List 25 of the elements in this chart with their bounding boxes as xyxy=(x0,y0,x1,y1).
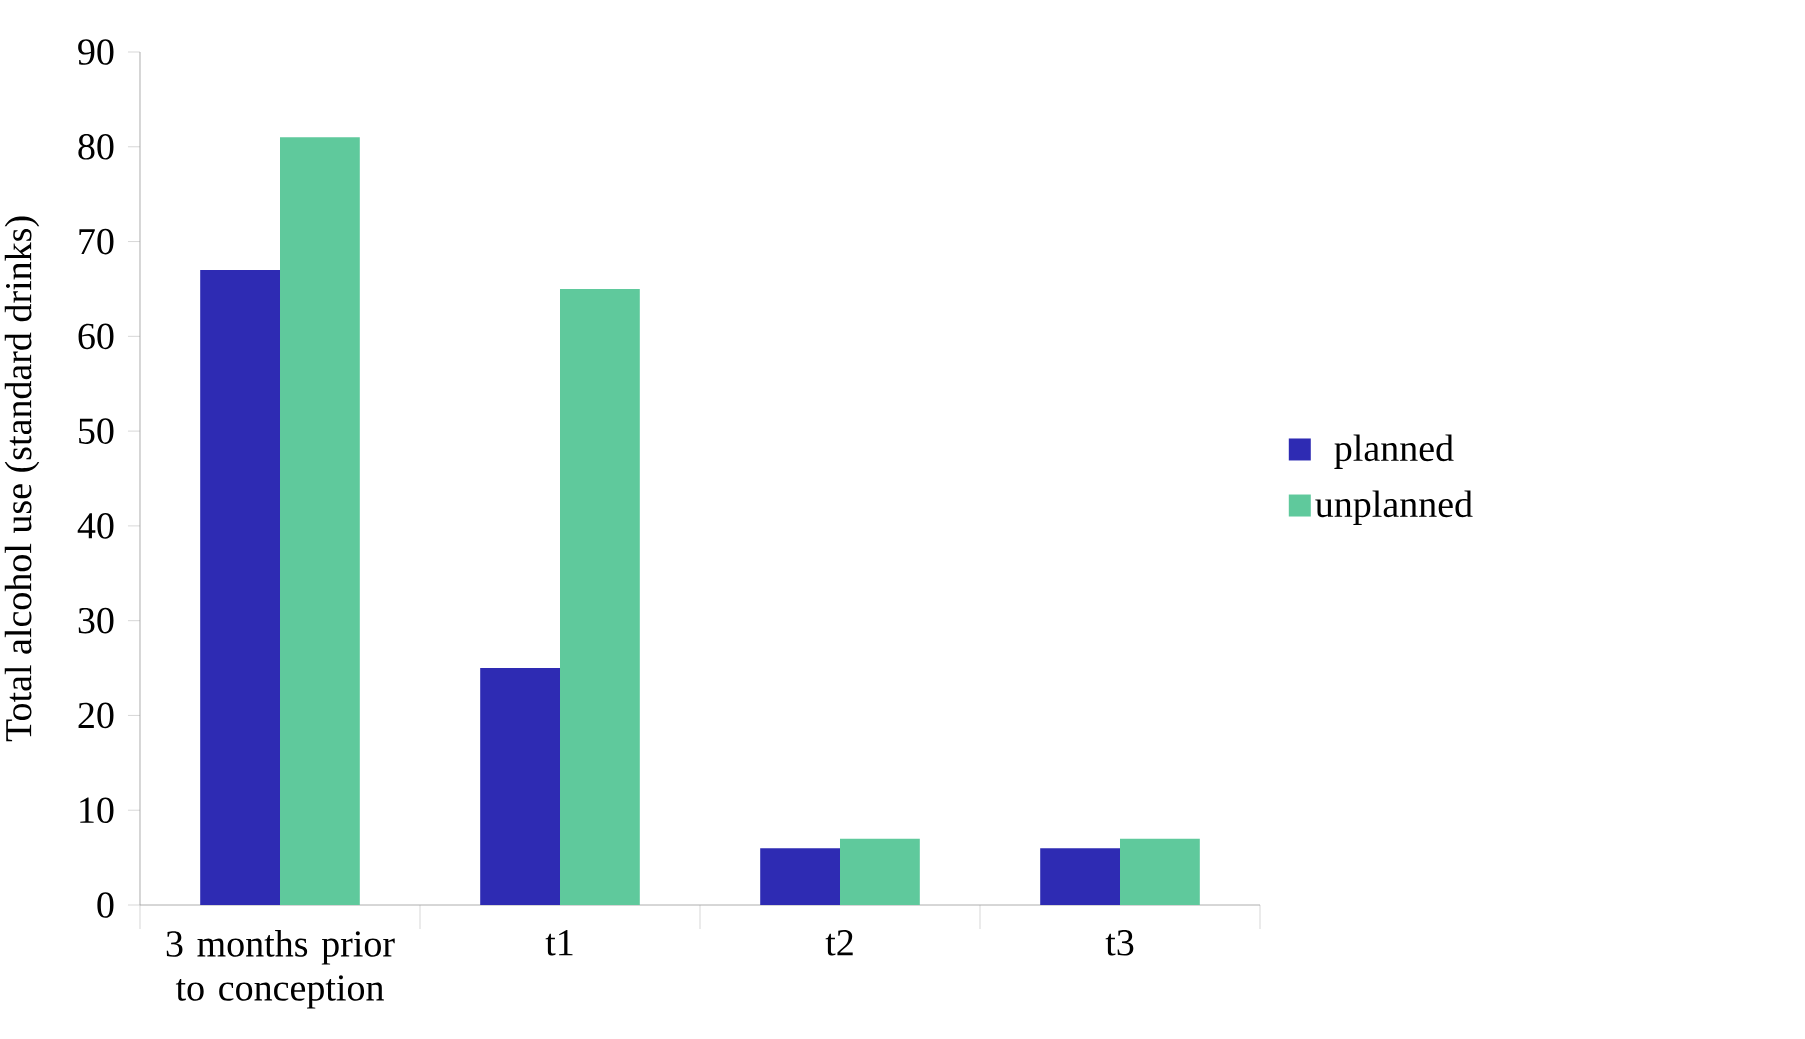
bar xyxy=(200,269,280,905)
bar xyxy=(1040,848,1120,905)
x-tick-label: 3 months prior to conception xyxy=(166,930,395,1009)
y-tick-label: 30 xyxy=(78,607,114,634)
y-tick-label: 40 xyxy=(77,513,114,539)
bar xyxy=(480,668,560,905)
x-tick-label: t2 xyxy=(825,930,853,956)
y-tick-label: 60 xyxy=(78,323,114,350)
y-tick-label: 50 xyxy=(79,418,114,444)
bar xyxy=(760,848,840,905)
x-tick-label: t1 xyxy=(545,930,573,956)
bar xyxy=(1120,838,1200,905)
y-tick-label: 90 xyxy=(78,39,114,65)
y-tick-label: 10 xyxy=(80,797,114,824)
x-tick-label: t3 xyxy=(1105,930,1134,956)
bar xyxy=(560,288,640,905)
bar xyxy=(280,137,360,905)
y-tick-label: 20 xyxy=(78,702,114,729)
legend-label: planned xyxy=(1334,434,1454,469)
y-tick-label: 80 xyxy=(78,133,114,160)
legend-label: unplanned xyxy=(1315,490,1473,525)
bar xyxy=(840,838,920,905)
y-tick-label: 70 xyxy=(79,228,114,255)
y-axis-title: Total alcohol use (standard drinks) xyxy=(4,216,40,742)
y-tick-label: 0 xyxy=(97,892,114,918)
